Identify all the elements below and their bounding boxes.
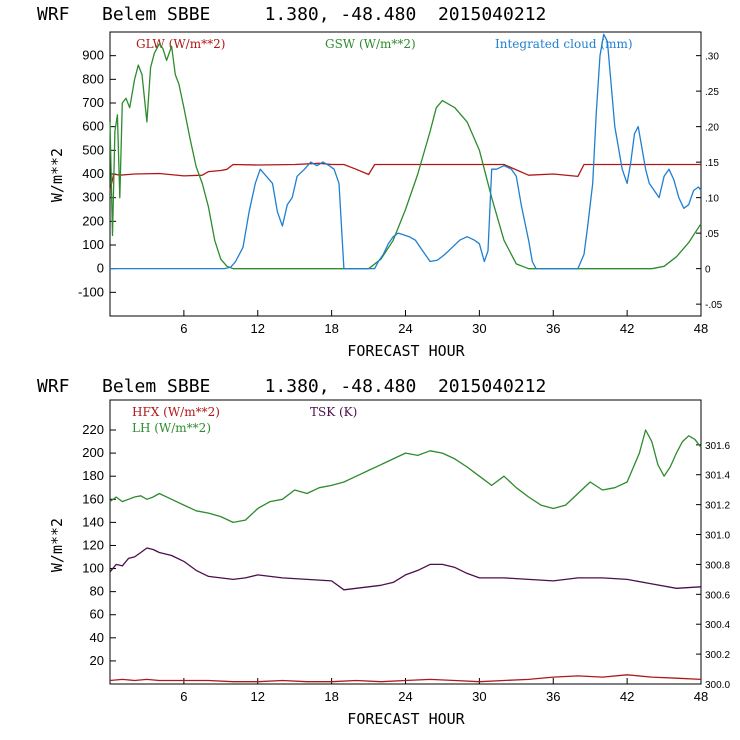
bottom-chart-title: WRF Belem SBBE 1.380, -48.480 2015040212 [37,376,546,397]
top-y-tick-label: 100 [82,237,104,252]
bottom-y-tick-label: 20 [90,653,104,668]
bottom-y-tick-label: 200 [82,445,104,460]
bottom-right-tick-label: 300.4 [705,620,730,631]
bottom-y-axis-label: W/m**2 [48,518,66,572]
bottom-y-tick-label: 60 [90,607,104,622]
top-right-tick-label: .15 [705,158,719,169]
top-right-axis: -.05 0 .05 .10 .15 .20 .25 .30 [696,52,723,311]
series-line-tsk [109,547,702,591]
bottom-y-tick-label: 80 [90,584,104,599]
top-y-tick-label: 600 [82,119,104,134]
bottom-series-group [109,429,702,683]
bottom-x-axis: 6 12 18 24 30 36 42 48 [180,678,708,704]
top-x-tick-label: 36 [546,321,560,336]
bottom-x-tick-label: 18 [324,689,338,704]
top-x-axis-label: FORECAST HOUR [347,342,465,360]
legend-lh: LH (W/m**2) [132,421,211,435]
bottom-panel: WRF Belem SBBE 1.380, -48.480 2015040212… [37,376,730,728]
top-chart-title: WRF Belem SBBE 1.380, -48.480 2015040212 [37,4,546,25]
top-right-tick-label: .05 [705,229,719,240]
bottom-right-tick-label: 301.6 [705,441,730,452]
top-x-tick-label: 6 [180,321,187,336]
bottom-x-tick-label: 24 [398,689,412,704]
series-line-hfx [109,674,702,683]
bottom-x-tick-label: 6 [180,689,187,704]
bottom-y-axis: 20 40 60 80 100 120 140 160 180 200 220 [82,422,116,668]
bottom-y-tick-label: 220 [82,422,104,437]
bottom-x-tick-label: 36 [546,689,560,704]
bottom-right-tick-label: 300.6 [705,590,730,601]
top-y-tick-label: 400 [82,166,104,181]
bottom-right-tick-label: 300.2 [705,650,730,661]
top-right-tick-label: .25 [705,87,719,98]
legend-glw: GLW (W/m**2) [136,37,225,51]
bottom-right-tick-label: 300.8 [705,560,730,571]
top-y-tick-label: 700 [82,95,104,110]
bottom-y-tick-label: 40 [90,630,104,645]
bottom-x-axis-label: FORECAST HOUR [347,710,465,728]
bottom-x-tick-label: 12 [251,689,265,704]
top-x-tick-label: 12 [251,321,265,336]
top-x-tick-label: 18 [324,321,338,336]
series-line-cloud [110,33,702,270]
bottom-x-tick-label: 30 [472,689,486,704]
legend-gsw: GSW (W/m**2) [325,37,416,51]
top-y-tick-label: 200 [82,213,104,228]
top-right-tick-label: .10 [705,194,719,205]
bottom-x-tick-label: 42 [620,689,634,704]
top-series-group [109,33,702,270]
top-right-tick-label: .30 [705,52,719,63]
series-line-lh [109,429,702,524]
bottom-right-axis: 300.0 300.2 300.4 300.6 300.8 301.0 301.2 301.4… [696,441,730,691]
top-x-tick-label: 48 [694,321,708,336]
top-right-tick-label: 0 [705,265,711,276]
series-line-gsw [109,43,702,270]
bottom-right-tick-label: 300.0 [705,680,730,691]
bottom-y-tick-label: 120 [82,537,104,552]
legend-cloud: Integrated cloud (mm) [495,37,633,51]
top-y-tick-label: 0 [97,261,104,276]
top-y-axis: -100 0 100 200 300 400 500 600 700 800 900 [78,48,116,299]
bottom-x-tick-label: 48 [694,689,708,704]
top-y-tick-label: 500 [82,142,104,157]
bottom-right-tick-label: 301.4 [705,471,730,482]
top-right-tick-label: .20 [705,123,719,134]
series-line-glw [109,162,701,191]
bottom-right-tick-label: 301.0 [705,531,730,542]
bottom-plot-frame [109,399,702,685]
top-x-axis: 6 12 18 24 30 36 42 48 [180,310,708,336]
top-x-tick-label: 42 [620,321,634,336]
top-panel: WRF Belem SBBE 1.380, -48.480 2015040212… [37,4,723,360]
bottom-y-tick-label: 100 [82,561,104,576]
bottom-y-tick-label: 140 [82,514,104,529]
top-y-tick-label: 300 [82,190,104,205]
top-y-tick-label: 800 [82,71,104,86]
legend-tsk: TSK (K) [310,405,357,419]
top-y-axis-label: W/m**2 [48,148,66,202]
top-x-tick-label: 30 [472,321,486,336]
bottom-right-tick-label: 301.2 [705,501,730,512]
top-right-tick-label: -.05 [705,300,723,311]
top-x-tick-label: 24 [398,321,412,336]
top-y-tick-label: 900 [82,48,104,63]
bottom-y-tick-label: 160 [82,491,104,506]
legend-hfx: HFX (W/m**2) [132,405,220,419]
top-y-tick-label: -100 [78,284,104,299]
bottom-y-tick-label: 180 [82,468,104,483]
